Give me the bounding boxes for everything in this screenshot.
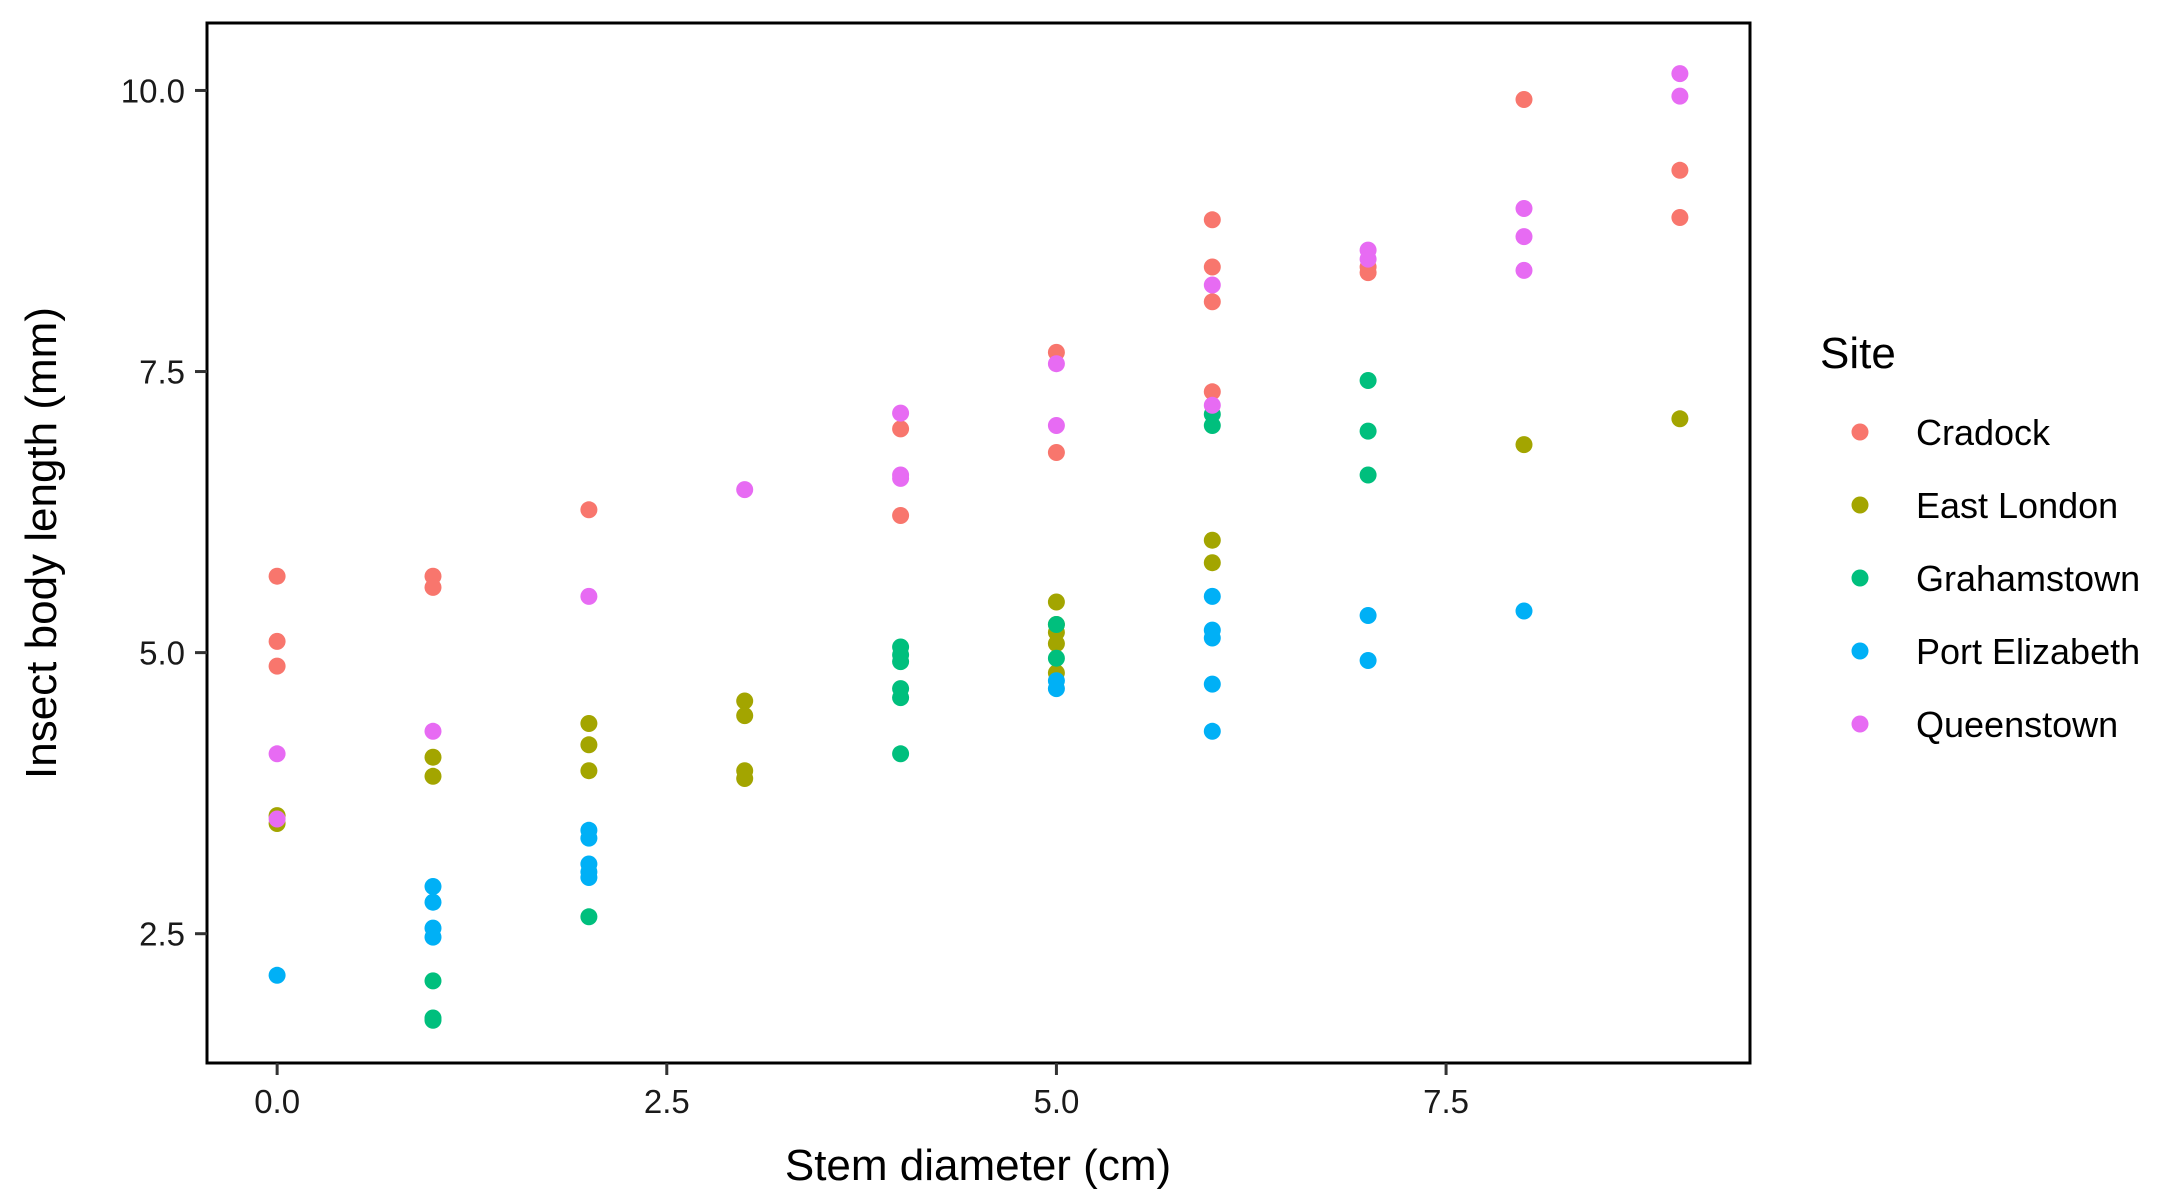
point-east-london-5 (580, 736, 598, 754)
point-cradock-1 (268, 632, 286, 650)
point-east-london-19 (1671, 410, 1689, 428)
point-grahamstown-11 (1047, 649, 1065, 667)
point-grahamstown-3 (580, 908, 598, 926)
point-grahamstown-10 (1047, 616, 1065, 633)
point-grahamstown-9 (892, 745, 910, 763)
point-cradock-7 (892, 507, 910, 524)
y-tick-label: 10.0 (121, 72, 185, 109)
point-port-elizabeth-14 (1203, 629, 1221, 647)
point-queenstown-18 (1671, 87, 1689, 105)
point-queenstown-13 (1359, 250, 1377, 268)
point-east-london-14 (1047, 635, 1065, 653)
x-axis-title: Stem diameter (cm) (785, 1141, 1171, 1190)
x-tick-label: 0.0 (254, 1083, 300, 1120)
point-east-london-8 (736, 707, 754, 725)
point-east-london-6 (580, 762, 598, 780)
point-grahamstown-0 (424, 972, 442, 990)
y-tick-label: 5.0 (139, 635, 185, 672)
x-tick-label: 5.0 (1033, 1083, 1079, 1120)
x-tick-label: 2.5 (644, 1083, 690, 1120)
legend-key-grahamstown (1851, 569, 1869, 587)
point-queenstown-15 (1515, 228, 1533, 246)
point-cradock-13 (1203, 383, 1221, 401)
point-east-london-7 (736, 692, 754, 710)
legend-title: Site (1820, 329, 1896, 378)
point-east-london-10 (736, 770, 754, 787)
point-queenstown-8 (1047, 355, 1065, 373)
point-grahamstown-13 (1203, 417, 1221, 434)
point-cradock-9 (1047, 444, 1065, 461)
point-queenstown-0 (268, 745, 286, 763)
point-grahamstown-8 (892, 689, 910, 707)
x-axis-ticks: 0.0 2.5 5.0 7.5 (254, 1063, 1469, 1120)
point-port-elizabeth-11 (1047, 680, 1065, 698)
point-queenstown-10 (1203, 276, 1221, 294)
point-port-elizabeth-2 (424, 893, 442, 911)
point-port-elizabeth-15 (1203, 675, 1221, 693)
point-grahamstown-15 (1359, 422, 1377, 440)
y-tick-label: 7.5 (139, 354, 185, 391)
point-queenstown-5 (892, 404, 910, 422)
point-east-london-18 (1515, 436, 1533, 454)
point-cradock-18 (1671, 209, 1689, 226)
point-cradock-11 (1203, 258, 1221, 276)
legend-key-cradock (1851, 423, 1869, 441)
y-axis-title: Insect body length (mm) (17, 307, 66, 779)
legend-label-grahamstown: Grahamstown (1916, 558, 2140, 599)
point-cradock-5 (580, 501, 598, 519)
point-cradock-2 (268, 657, 286, 675)
point-east-london-4 (580, 715, 598, 732)
point-port-elizabeth-12 (1203, 587, 1221, 605)
point-queenstown-1 (268, 810, 286, 828)
point-port-elizabeth-19 (1515, 602, 1533, 620)
point-cradock-16 (1515, 91, 1533, 108)
point-grahamstown-2 (424, 1011, 442, 1029)
point-east-london-11 (1047, 593, 1065, 611)
legend-key-east-london (1851, 496, 1869, 514)
point-east-london-2 (424, 748, 442, 766)
point-grahamstown-14 (1359, 372, 1377, 389)
point-cradock-4 (424, 578, 442, 596)
point-east-london-16 (1203, 531, 1221, 549)
legend: Site Cradock East London Grahamstown Port E… (1820, 329, 2140, 745)
point-grahamstown-16 (1359, 466, 1377, 484)
legend-key-port-elizabeth (1851, 642, 1869, 660)
point-port-elizabeth-0 (268, 966, 286, 984)
point-port-elizabeth-6 (580, 829, 598, 847)
x-tick-label: 7.5 (1423, 1083, 1469, 1120)
point-port-elizabeth-9 (580, 869, 598, 886)
point-east-london-3 (424, 767, 442, 785)
point-cradock-17 (1671, 161, 1689, 179)
point-queenstown-11 (1203, 396, 1221, 414)
point-grahamstown-6 (892, 653, 910, 671)
point-queenstown-14 (1515, 200, 1533, 217)
point-cradock-0 (268, 567, 286, 585)
plot-panel (205, 21, 1752, 1065)
point-port-elizabeth-1 (424, 878, 442, 895)
point-cradock-10 (1203, 211, 1221, 229)
y-tick-label: 2.5 (139, 916, 185, 953)
y-axis-ticks: 2.5 5.0 7.5 10.0 (121, 72, 207, 953)
point-port-elizabeth-16 (1203, 722, 1221, 740)
point-cradock-6 (892, 420, 910, 438)
legend-label-east-london: East London (1916, 485, 2118, 526)
legend-label-queenstown: Queenstown (1916, 704, 2118, 745)
point-queenstown-9 (1047, 417, 1065, 434)
point-port-elizabeth-17 (1359, 607, 1377, 624)
point-queenstown-16 (1515, 261, 1533, 279)
point-queenstown-2 (424, 722, 442, 740)
point-queenstown-7 (892, 469, 910, 487)
point-queenstown-17 (1671, 65, 1689, 83)
legend-key-queenstown (1851, 715, 1869, 733)
point-queenstown-3 (580, 587, 598, 605)
point-port-elizabeth-18 (1359, 652, 1377, 669)
points-layer (268, 65, 1689, 1029)
legend-label-cradock: Cradock (1916, 412, 2051, 453)
point-port-elizabeth-4 (424, 928, 442, 946)
point-cradock-12 (1203, 293, 1221, 311)
point-queenstown-4 (736, 481, 754, 499)
point-east-london-17 (1203, 554, 1221, 572)
legend-label-port-elizabeth: Port Elizabeth (1916, 631, 2140, 672)
